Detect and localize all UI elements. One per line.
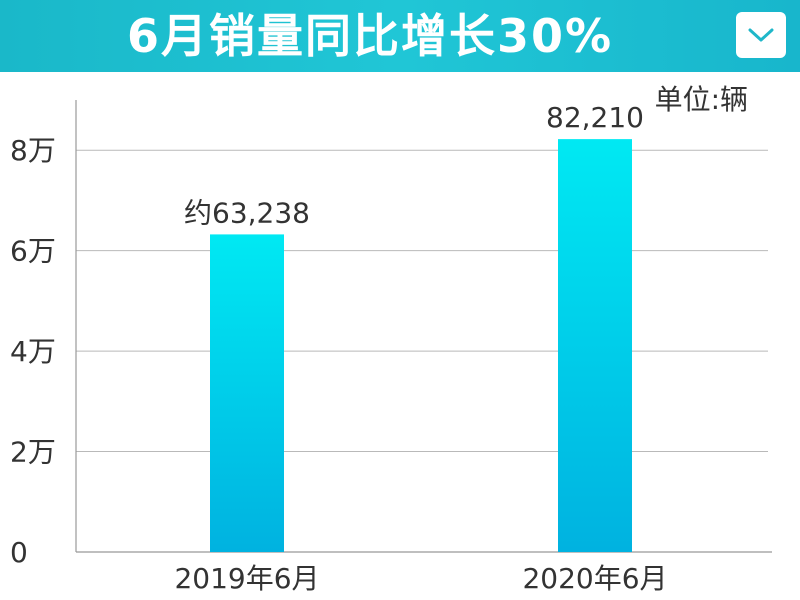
unit-label: 单位:辆: [654, 83, 748, 116]
dropdown-button[interactable]: [736, 12, 786, 58]
y-tick-label: 4万: [10, 335, 56, 368]
x-tick-label: 2019年6月: [174, 562, 319, 595]
page-title: 6月销量同比增长30%: [126, 9, 614, 63]
y-tick-label: 8万: [10, 134, 56, 167]
y-tick-label: 0: [10, 536, 28, 569]
y-tick-label: 6万: [10, 235, 56, 268]
y-tick-label: 2万: [10, 436, 56, 469]
chevron-down-icon: [748, 28, 774, 42]
bar: [210, 234, 284, 552]
bar-value-label: 82,210: [546, 101, 644, 134]
bar: [558, 139, 632, 552]
header-banner: 6月销量同比增长30%: [0, 0, 800, 72]
x-tick-label: 2020年6月: [522, 562, 667, 595]
bar-value-label: 约63,238: [184, 196, 310, 229]
